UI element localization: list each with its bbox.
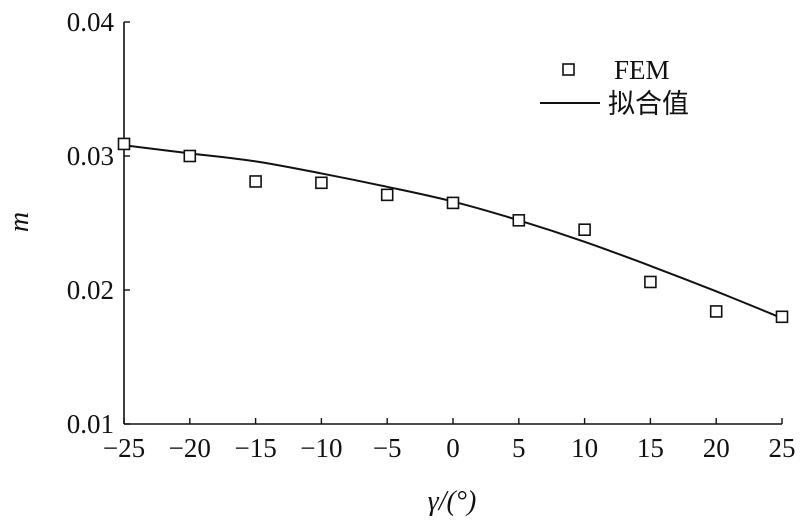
fem-point — [644, 275, 657, 289]
fem-point — [249, 175, 262, 188]
fem-point — [117, 137, 131, 151]
legend-fem-label: FEM — [614, 55, 670, 85]
y-tick-label: 0.03 — [67, 141, 114, 171]
axes — [123, 22, 782, 425]
fem-point — [709, 305, 723, 318]
fem-point — [512, 214, 526, 227]
x-tick-label: 20 — [703, 433, 730, 463]
fem-point — [183, 149, 197, 163]
fem-point — [315, 176, 328, 190]
fit-line-series — [123, 144, 783, 320]
x-tick-label: −10 — [300, 433, 342, 463]
x-tick-label: −5 — [373, 433, 402, 463]
legend-fem-marker — [562, 63, 575, 76]
x-tick-label: 5 — [512, 433, 526, 463]
fem-point — [380, 188, 394, 202]
fem-series — [117, 137, 789, 324]
y-tick-label: 0.04 — [67, 7, 115, 37]
x-tick-label: 10 — [571, 433, 598, 463]
x-tick-label: −15 — [234, 433, 276, 463]
y-tick-label: 0.01 — [67, 409, 114, 439]
fem-point — [775, 310, 789, 324]
x-tick-label: 0 — [446, 433, 460, 463]
x-axis-title: γ/(°) — [428, 486, 477, 517]
legend: FEM 拟合值 — [540, 55, 689, 119]
y-tick-label: 0.02 — [67, 275, 114, 305]
fit-curve — [123, 144, 783, 320]
fem-point — [578, 223, 591, 236]
x-tick-label: 25 — [769, 433, 796, 463]
x-tick-label: 15 — [637, 433, 664, 463]
x-tick-label: −25 — [103, 433, 145, 463]
x-tick-label: −20 — [169, 433, 211, 463]
x-axis-ticks: −25 −20 −15 −10 −5 0 5 10 15 20 25 — [103, 418, 796, 463]
legend-fit-label: 拟合值 — [608, 89, 689, 119]
y-axis-ticks: 0.01 0.02 0.03 0.04 — [67, 7, 130, 439]
y-axis-title: m — [4, 212, 35, 232]
fem-point — [446, 196, 460, 210]
